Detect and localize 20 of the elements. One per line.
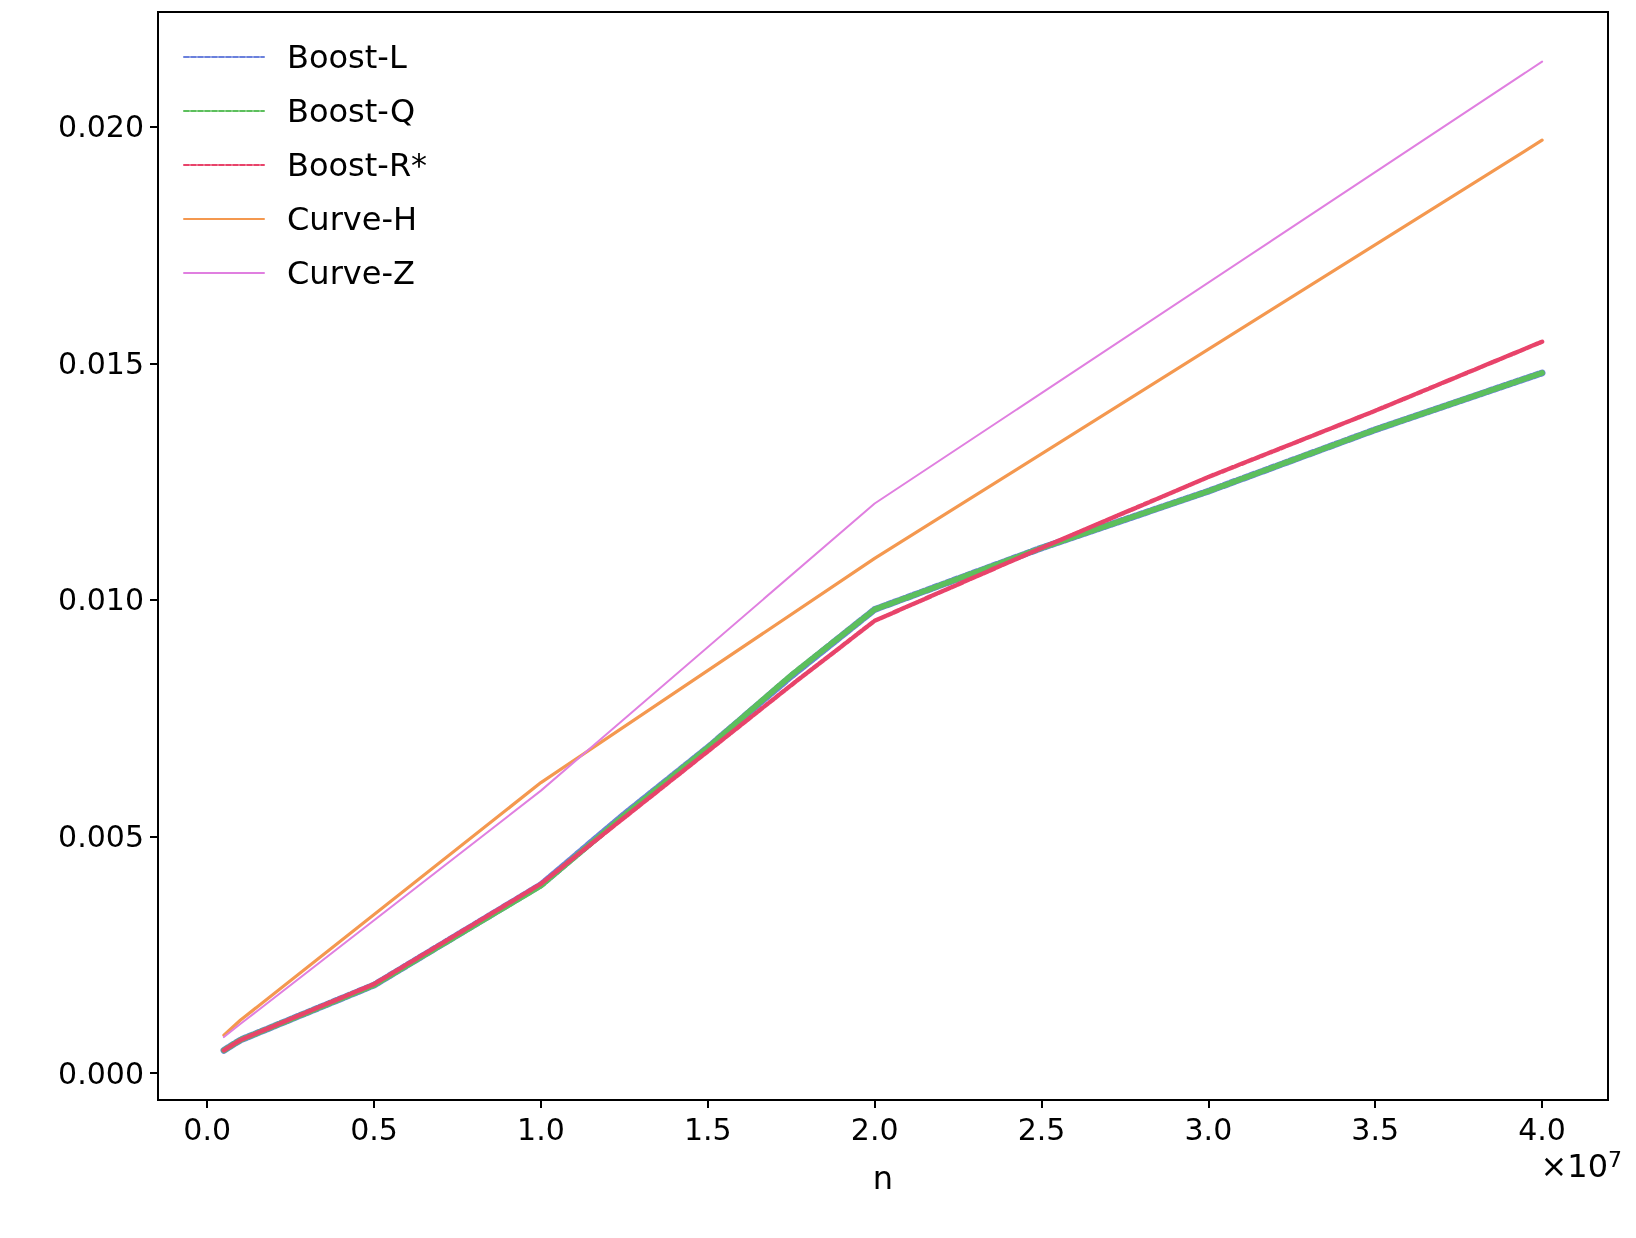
legend-label: Boost-L: [287, 38, 407, 76]
x-tick-label: 0.0: [183, 1111, 232, 1147]
x-tick-label: 2.0: [850, 1111, 899, 1147]
x-axis-title: n: [872, 1159, 894, 1197]
y-tick-label: 0.005: [58, 819, 144, 855]
y-tick-label: 0.000: [58, 1055, 144, 1091]
x-tick-label: 3.0: [1184, 1111, 1233, 1147]
legend-label: Curve-Z: [287, 254, 415, 292]
legend-label: Curve-H: [287, 200, 418, 238]
x-tick-label: 1.0: [517, 1111, 565, 1147]
legend-label: Boost-R*: [287, 146, 428, 184]
y-tick-label: 0.015: [58, 345, 144, 381]
x-tick-label: 3.5: [1351, 1111, 1400, 1147]
x-tick-label: 4.0: [1518, 1111, 1566, 1147]
legend-label: Boost-Q: [287, 92, 416, 130]
y-tick-label: 0.020: [58, 109, 144, 145]
y-tick-label: 0.010: [58, 582, 144, 618]
x-tick-label: 2.5: [1017, 1111, 1066, 1147]
x-tick-label: 1.5: [683, 1111, 732, 1147]
x-tick-label: 0.5: [350, 1111, 398, 1147]
